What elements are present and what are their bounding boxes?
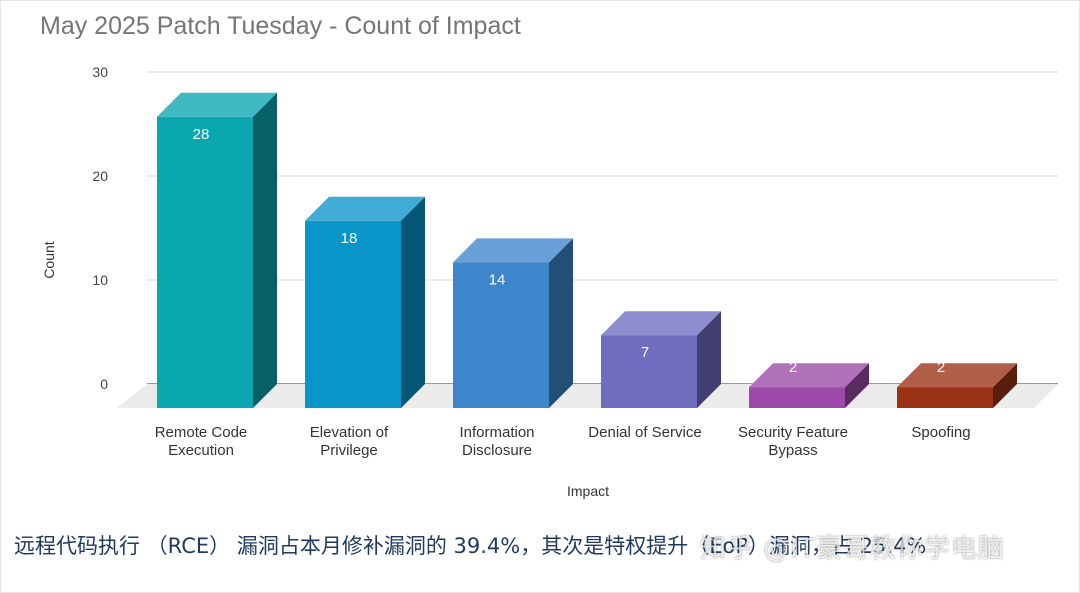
bar: [305, 220, 401, 408]
bar-top: [601, 311, 721, 336]
y-tick-label: 0: [100, 376, 108, 392]
data-label: 2: [937, 359, 945, 376]
bar-top: [305, 196, 425, 221]
x-tick-label: Privilege: [320, 442, 378, 459]
bar-side: [401, 196, 425, 408]
x-tick-label: Bypass: [768, 442, 817, 459]
x-tick-label: Denial of Service: [588, 424, 701, 441]
x-axis-title: Impact: [567, 483, 609, 499]
x-tick-label: Disclosure: [462, 442, 532, 459]
x-tick-label: Execution: [168, 442, 234, 459]
watermark: 知乎 @IT豪哥教你学电脑: [700, 534, 1005, 564]
bar-top: [897, 363, 1017, 388]
data-label: 14: [489, 271, 506, 288]
data-label: 2: [789, 359, 797, 376]
bar-side: [845, 363, 869, 408]
x-tick-label: Spoofing: [911, 424, 970, 441]
bar-side: [993, 363, 1017, 408]
bar-top: [749, 363, 869, 388]
chart-title: May 2025 Patch Tuesday - Count of Impact: [40, 12, 521, 40]
y-tick-label: 30: [92, 64, 108, 80]
bar: [897, 387, 993, 408]
data-label: 18: [341, 230, 358, 247]
data-label: 28: [193, 126, 210, 143]
x-tick-label: Remote Code: [155, 424, 248, 441]
y-tick-label: 20: [92, 168, 108, 184]
caption-text: 远程代码执行 （RCE） 漏洞占本月修补漏洞的 39.4%，其次是特权提升（Eo…: [14, 534, 927, 558]
x-tick-label: Information: [459, 424, 534, 441]
bar-side: [697, 311, 721, 408]
y-axis-title: Count: [41, 241, 57, 278]
bar: [453, 262, 549, 408]
y-tick-label: 10: [92, 272, 108, 288]
bar: [157, 116, 253, 409]
bar: [749, 387, 845, 408]
bar: [601, 335, 697, 408]
x-tick-label: Security Feature: [738, 424, 848, 441]
bar-top: [453, 238, 573, 263]
bar-side: [549, 238, 573, 408]
data-label: 7: [641, 344, 649, 361]
bar-top: [157, 92, 277, 117]
bar-side: [253, 92, 277, 409]
x-tick-label: Elevation of: [310, 424, 389, 441]
